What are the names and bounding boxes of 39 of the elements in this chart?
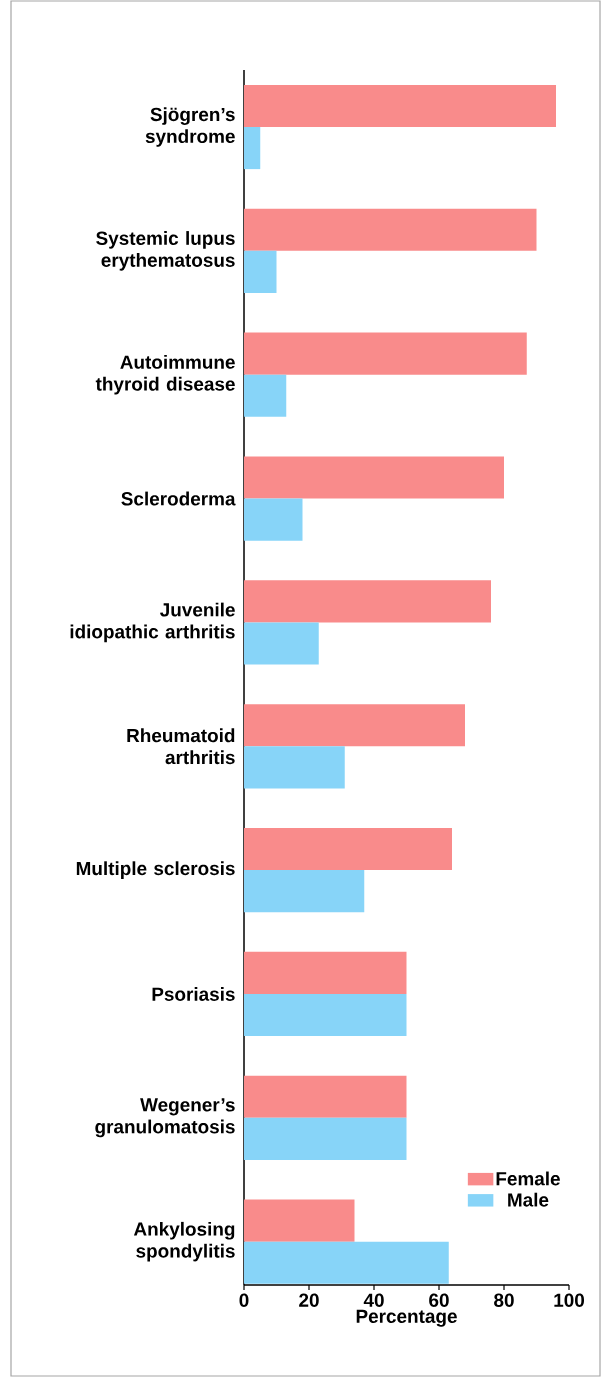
bar — [244, 84, 556, 128]
bar — [244, 332, 527, 375]
bar — [244, 1199, 355, 1242]
bar — [244, 993, 407, 1037]
y-tick-label: Systemic lupus erythematosus — [96, 231, 235, 271]
y-tick-label: Multiple sclerosis — [76, 861, 235, 879]
bar — [244, 622, 319, 665]
x-tick-label: 100 — [554, 1293, 585, 1307]
y-tick-label: Autoimmune thyroid disease — [95, 354, 235, 395]
bar — [244, 208, 537, 251]
bar — [244, 828, 452, 871]
y-tick-label: Wegener’s granulomatosis — [95, 1098, 235, 1138]
bar — [244, 704, 465, 747]
bar — [244, 1241, 449, 1284]
x-tick-label: 60 — [429, 1293, 449, 1307]
y-tick-label: Juvenile idiopathic arthritis — [70, 602, 235, 643]
bar — [244, 746, 345, 789]
bar — [244, 870, 365, 913]
bar — [244, 374, 287, 417]
y-tick-label: Psoriasis — [152, 987, 235, 1001]
legend-label: Male — [508, 1192, 549, 1207]
x-tick-label: 0 — [239, 1293, 249, 1307]
x-tick-label: 20 — [299, 1293, 319, 1307]
y-tick-label: Scleroderma — [121, 491, 236, 506]
bar — [244, 498, 303, 541]
bar — [244, 951, 407, 994]
bar — [244, 1075, 407, 1118]
bar — [244, 127, 261, 170]
x-tick-label: 80 — [494, 1293, 514, 1307]
y-tick-label: Sjögren’s syndrome — [145, 107, 235, 147]
y-tick-label: Rheumatoid arthritis — [127, 728, 235, 765]
legend-label: Female — [496, 1171, 560, 1186]
bar — [244, 456, 504, 499]
x-tick-label: 40 — [363, 1293, 384, 1307]
x-axis-title: Percentage — [356, 1309, 457, 1327]
bar — [244, 250, 277, 293]
bar — [244, 1117, 407, 1160]
bar — [244, 580, 491, 623]
y-tick-label: Ankylosing spondylitis — [133, 1221, 235, 1262]
